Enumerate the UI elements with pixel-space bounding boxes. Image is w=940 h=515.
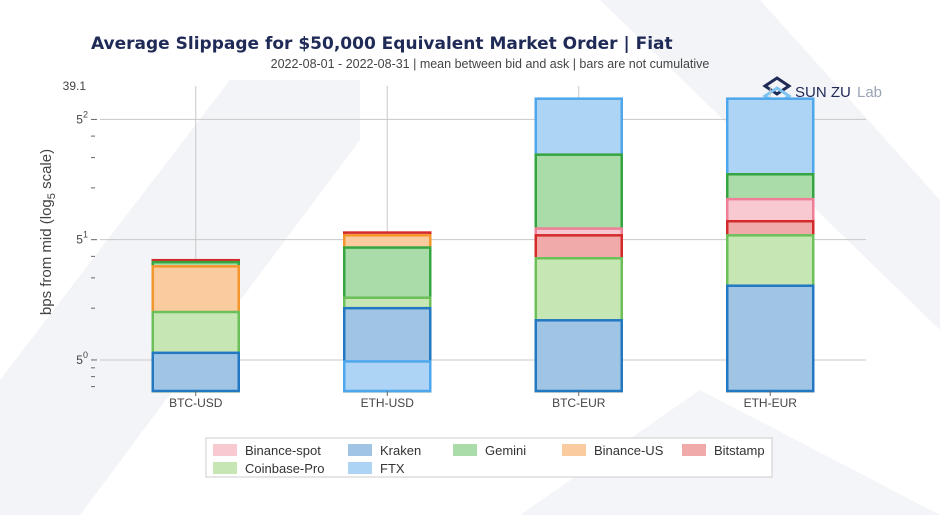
logo-suffix: Lab xyxy=(857,84,882,101)
legend-swatch xyxy=(213,462,237,474)
y-tick-label: 52 xyxy=(76,109,88,126)
y-axis: 50 51 52 39.1 xyxy=(63,79,97,388)
legend-swatch xyxy=(453,444,477,456)
bar-kraken-btc-usd xyxy=(151,351,240,393)
bar-kraken-btc-eur xyxy=(534,319,623,393)
legend-box xyxy=(205,437,773,478)
legend: Binance-spot Kraken Gemini Binance-US Bitsta… xyxy=(205,437,773,478)
y-tick-label: 50 xyxy=(76,350,88,367)
legend-swatch xyxy=(348,444,372,456)
legend-label: Gemini xyxy=(485,443,526,458)
legend-swatch xyxy=(562,444,586,456)
legend-label: Kraken xyxy=(380,443,421,458)
x-tick-label: ETH-EUR xyxy=(744,396,798,410)
sunzu-logo: SUN ZU Lab xyxy=(762,76,882,106)
y-tick-top-label: 39.1 xyxy=(63,79,87,93)
bar-ftx-eth-usd xyxy=(343,360,432,393)
chart-title: Average Slippage for $50,000 Equivalent … xyxy=(91,34,673,54)
legend-label: Coinbase-Pro xyxy=(245,461,325,476)
y-axis-title: bps from mid (log5 scale) xyxy=(38,149,58,315)
x-tick-label: ETH-USD xyxy=(361,396,415,410)
legend-label: Bitstamp xyxy=(714,443,765,458)
bar-kraken-eth-eur xyxy=(726,284,815,393)
x-tick-label: BTC-USD xyxy=(169,396,223,410)
x-tick-label: BTC-EUR xyxy=(552,396,606,410)
legend-swatch xyxy=(213,444,237,456)
legend-label: FTX xyxy=(380,461,405,476)
legend-swatch xyxy=(682,444,706,456)
chart-subtitle: 2022-08-01 - 2022-08-31 | mean between b… xyxy=(271,57,710,71)
legend-label: Binance-spot xyxy=(245,443,321,458)
y-tick-label: 51 xyxy=(76,230,88,247)
logo-text: SUN ZU xyxy=(795,84,851,101)
bars xyxy=(151,97,815,393)
legend-label: Binance-US xyxy=(594,443,664,458)
x-axis: BTC-USD ETH-USD BTC-EUR ETH-EUR xyxy=(169,391,797,410)
legend-swatch xyxy=(348,462,372,474)
